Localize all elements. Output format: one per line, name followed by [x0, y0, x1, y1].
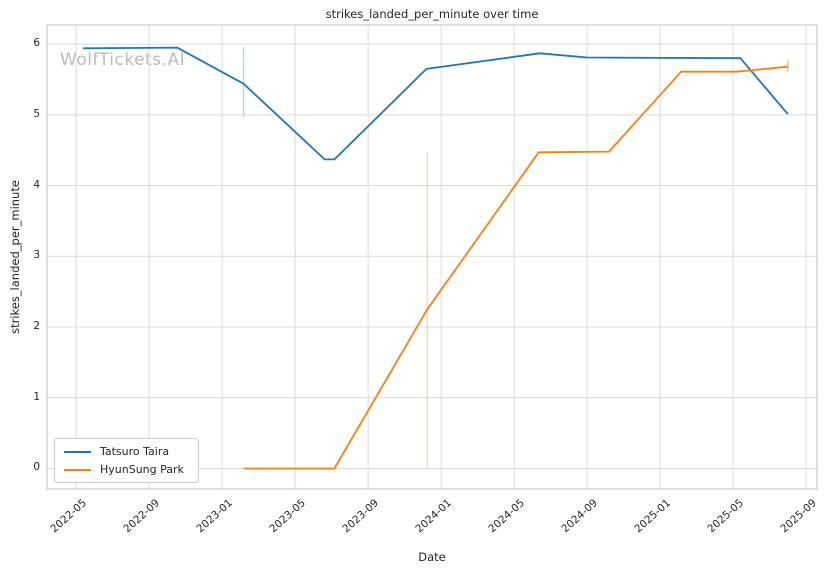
- y-tick-label: 3: [33, 249, 40, 262]
- y-tick-label: 5: [33, 107, 40, 120]
- y-tick-label: 4: [33, 178, 40, 191]
- watermark: WolfTickets.AI: [60, 50, 186, 70]
- plot-border: [46, 24, 818, 490]
- legend-item-hyunsung-park: HyunSung Park: [64, 463, 184, 476]
- chart-title: strikes_landed_per_minute over time: [325, 7, 539, 21]
- y-tick-label: 2: [33, 320, 40, 333]
- series-line-hyunsung-park: [243, 65, 788, 470]
- y-tick-label: 0: [33, 461, 40, 474]
- y-tick-label: 6: [33, 37, 40, 50]
- legend: Tatsuro Taira HyunSung Park: [54, 438, 199, 484]
- series-line-tatsuro-taira: [82, 46, 789, 161]
- legend-line-swatch-orange: [64, 468, 91, 471]
- x-axis-label: Date: [418, 550, 446, 564]
- legend-item-tatsuro-taira: Tatsuro Taira: [64, 445, 184, 458]
- legend-label: Tatsuro Taira: [100, 445, 170, 458]
- legend-label: HyunSung Park: [100, 463, 184, 477]
- y-tick-label: 1: [33, 390, 40, 403]
- legend-line-swatch-blue: [64, 450, 91, 453]
